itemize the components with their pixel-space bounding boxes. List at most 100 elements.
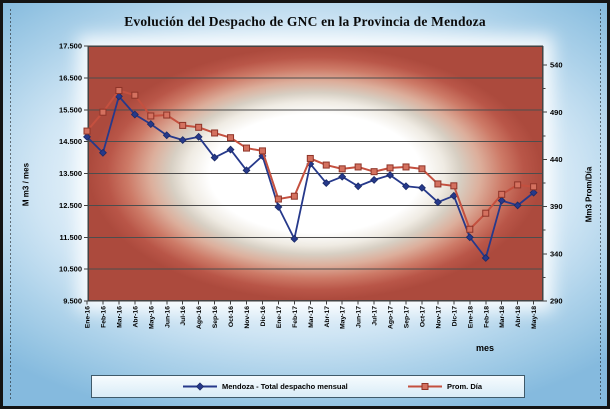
marker-diamond bbox=[290, 234, 299, 243]
marker-diamond bbox=[354, 182, 363, 191]
y-axis-title-right: Mm3 Prom/Día bbox=[584, 166, 594, 223]
x-tick-label: Jul-17 bbox=[372, 306, 379, 326]
y-left-tick-label: 12.500 bbox=[59, 201, 82, 210]
legend-entry-mendoza: Mendoza - Total despacho mensual bbox=[182, 376, 348, 397]
diamond-icon bbox=[195, 382, 205, 391]
y-left-tick-label: 11.500 bbox=[59, 233, 82, 242]
marker-diamond bbox=[322, 179, 331, 188]
legend-entry-prom-dia: Prom. Día bbox=[407, 376, 482, 397]
marker-diamond bbox=[465, 233, 474, 242]
marker-square bbox=[306, 154, 314, 162]
marker-square bbox=[418, 165, 426, 173]
x-axis-title: mes bbox=[475, 343, 494, 353]
marker-square bbox=[338, 165, 346, 173]
x-tick-label: Ene-17 bbox=[276, 306, 283, 329]
marker-square bbox=[99, 108, 107, 116]
marker-square bbox=[450, 182, 458, 190]
marker-square bbox=[354, 163, 362, 171]
y-left-tick-label: 17.500 bbox=[59, 42, 82, 51]
marker-diamond bbox=[130, 110, 139, 119]
x-tick-label: Jul-16 bbox=[180, 306, 187, 326]
x-tick-label: Dic-16 bbox=[260, 306, 267, 327]
marker-square bbox=[83, 127, 91, 135]
marker-diamond bbox=[194, 132, 203, 141]
marker-square bbox=[402, 163, 410, 171]
marker-square bbox=[243, 144, 250, 152]
x-tick-label: Sep-16 bbox=[212, 306, 219, 329]
x-tick-label: Jun-17 bbox=[356, 306, 363, 328]
marker-square bbox=[163, 111, 171, 119]
marker-square bbox=[482, 209, 490, 217]
y-right-tick-label: 290 bbox=[550, 297, 563, 306]
marker-square bbox=[115, 86, 123, 94]
marker-diamond bbox=[210, 153, 219, 162]
chart-title: Evolución del Despacho de GNC en la Prov… bbox=[124, 14, 486, 29]
marker-square bbox=[370, 168, 378, 176]
y-right-tick-label: 340 bbox=[550, 249, 563, 258]
marker-square bbox=[322, 161, 330, 169]
marker-square bbox=[147, 112, 155, 120]
x-tick-label: Ene-16 bbox=[85, 306, 92, 329]
legend-marker-diamond-icon bbox=[183, 382, 217, 391]
x-tick-label: Abr-18 bbox=[515, 306, 522, 328]
chart-plot: 17.500 16.500 15.500 14.500 13.500 12.500 11.5… bbox=[59, 42, 563, 329]
x-tick-label: Dic-17 bbox=[451, 306, 458, 327]
marker-diamond bbox=[481, 254, 490, 262]
marker-square bbox=[131, 91, 139, 99]
marker-diamond bbox=[402, 182, 410, 191]
marker-square bbox=[274, 195, 282, 203]
marker-diamond bbox=[386, 171, 395, 180]
left-edge-texture bbox=[10, 9, 11, 400]
marker-diamond bbox=[433, 198, 442, 207]
x-tick-label: Feb-16 bbox=[100, 306, 107, 328]
y-left-tick-label: 15.500 bbox=[59, 105, 82, 114]
y-left-tick-label: 16.500 bbox=[59, 73, 82, 82]
marker-diamond bbox=[513, 201, 522, 210]
x-tick-label: May-18 bbox=[531, 306, 538, 329]
y-left-tick-label: 9.500 bbox=[63, 297, 82, 306]
marker-diamond bbox=[497, 196, 506, 205]
marker-diamond bbox=[83, 132, 91, 141]
marker-diamond bbox=[529, 188, 538, 197]
marker-diamond bbox=[98, 148, 107, 157]
marker-diamond bbox=[274, 203, 283, 211]
x-tick-label: Mar-17 bbox=[308, 306, 315, 328]
x-tick-label: Ene-18 bbox=[467, 306, 474, 329]
marker-square bbox=[514, 181, 522, 189]
series-line-mendoza bbox=[86, 95, 535, 259]
x-tick-label: Mar-18 bbox=[499, 306, 506, 328]
marker-diamond bbox=[178, 136, 187, 144]
x-tick-label: Mar-16 bbox=[116, 306, 123, 328]
y-right-tick-label: 490 bbox=[550, 108, 563, 117]
y-axis-title-left: M m3 / mes bbox=[21, 162, 31, 207]
right-edge-texture bbox=[600, 9, 601, 400]
x-tick-label: Feb-18 bbox=[483, 306, 490, 328]
x-tick-label: Feb-17 bbox=[292, 306, 299, 328]
legend-marker-square-icon bbox=[408, 383, 442, 390]
x-tick-label: Oct-16 bbox=[228, 306, 235, 327]
marker-square bbox=[179, 121, 187, 129]
x-tick-label: May-17 bbox=[340, 306, 347, 329]
x-tick-label: Nov-17 bbox=[435, 306, 442, 329]
legend-label: Mendoza - Total despacho mensual bbox=[222, 382, 348, 391]
x-tick-label: Ago-17 bbox=[388, 306, 395, 329]
y-right-tick-label: 440 bbox=[550, 155, 563, 164]
x-tick-label: Abr-17 bbox=[324, 306, 331, 328]
y-right-tick-label: 390 bbox=[550, 202, 563, 211]
y-left-tick-label: 14.500 bbox=[59, 137, 82, 146]
marker-square bbox=[466, 225, 474, 233]
x-tick-label: Jun-16 bbox=[164, 306, 171, 328]
marker-square bbox=[290, 192, 298, 200]
marker-diamond bbox=[338, 172, 347, 181]
marker-square bbox=[498, 190, 506, 198]
x-tick-label: Abr-16 bbox=[132, 306, 139, 328]
marker-diamond bbox=[370, 175, 379, 184]
marker-square bbox=[211, 129, 219, 137]
y-right-tick-label: 540 bbox=[550, 61, 563, 70]
legend-label: Prom. Día bbox=[447, 382, 483, 391]
marker-diamond bbox=[146, 120, 155, 129]
marker-square bbox=[258, 147, 266, 155]
x-tick-label: Nov-16 bbox=[244, 306, 251, 329]
y-left-tick-label: 10.500 bbox=[59, 265, 82, 274]
